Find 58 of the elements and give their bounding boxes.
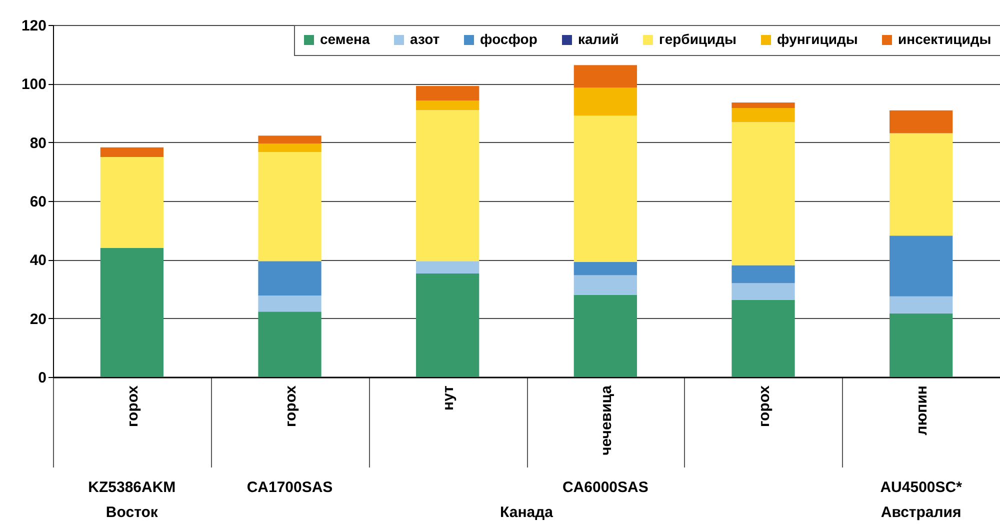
bar [258, 152, 322, 262]
bar [890, 313, 953, 377]
bar [258, 312, 322, 377]
y-tick-label: 0 [38, 370, 46, 386]
text: CA6000SAS [562, 479, 648, 496]
bar [890, 236, 953, 296]
bar [732, 283, 795, 300]
bar [258, 295, 322, 312]
bar [574, 294, 637, 377]
x-tick-label: горох [282, 384, 300, 428]
y-tick-label: 120 [21, 18, 46, 34]
bar [258, 261, 322, 296]
bar [574, 262, 637, 276]
bar [574, 116, 637, 262]
text: KZ5386AKM [88, 479, 176, 496]
bar [732, 265, 795, 284]
bar [890, 296, 953, 314]
bar [732, 122, 795, 266]
bar [416, 261, 480, 274]
x-tick-label: горох [124, 384, 142, 428]
bar [416, 273, 480, 377]
bar [890, 133, 953, 236]
text: Австралия [880, 504, 962, 521]
x-tick-label: чечевица [598, 384, 615, 456]
y-tick-label: 80 [30, 134, 46, 152]
legend-label: инсектициды [898, 31, 992, 47]
y-tick-label: 20 [30, 310, 46, 328]
text: Канада [500, 504, 554, 521]
bar [100, 157, 164, 248]
bar [416, 100, 480, 110]
text: Восток [106, 504, 158, 521]
y-tick-label: 60 [30, 194, 46, 210]
bar [258, 144, 322, 152]
bar [258, 136, 322, 144]
legend-label: фосфор [480, 31, 538, 47]
legend-label: семена [320, 31, 370, 47]
legend-label: калий [578, 31, 619, 47]
bar [416, 86, 480, 101]
legend-label: гербициды [659, 31, 736, 47]
bar [732, 102, 795, 108]
x-tick-label: люпин [914, 386, 931, 436]
bar [416, 110, 480, 262]
bar [574, 88, 637, 116]
y-tick-label: 100 [21, 76, 46, 94]
legend-label: азот [410, 31, 440, 47]
bar [574, 275, 637, 295]
legend-label: фунгициды [777, 31, 858, 47]
bar [100, 248, 164, 377]
y-tick-label: 40 [30, 252, 46, 270]
x-tick-label: горох [756, 384, 773, 428]
bar [890, 110, 953, 134]
bar [100, 147, 164, 157]
bar [732, 108, 795, 122]
x-tick-label: нут [440, 386, 458, 410]
text: AU4500SC* [880, 479, 962, 496]
bar [732, 300, 795, 377]
bar [574, 65, 637, 88]
text: CA1700SAS [246, 479, 333, 496]
